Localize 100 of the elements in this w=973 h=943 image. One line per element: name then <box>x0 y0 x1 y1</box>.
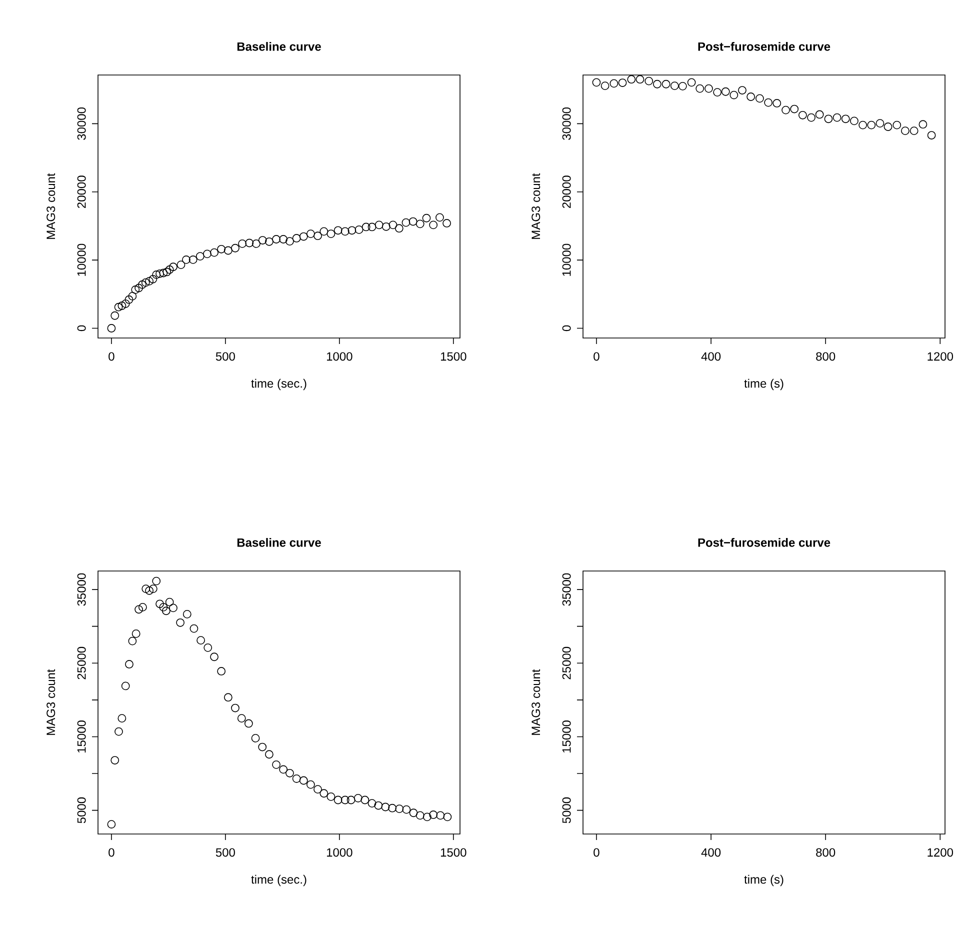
point <box>901 126 910 136</box>
y-tick-label: 10000 <box>77 244 86 276</box>
point <box>326 230 336 238</box>
point <box>918 120 928 129</box>
point <box>125 660 134 668</box>
point <box>618 78 627 87</box>
point <box>395 804 404 814</box>
point <box>416 811 424 820</box>
point <box>148 274 158 284</box>
x-tick-label: 800 <box>816 352 836 361</box>
y-tick-label: 25000 <box>562 646 571 680</box>
x-tick-label: 1000 <box>326 848 352 857</box>
point <box>368 799 376 808</box>
point <box>374 220 384 230</box>
point <box>210 248 218 257</box>
point <box>824 114 833 124</box>
point <box>388 220 398 230</box>
point <box>238 239 246 248</box>
x-axis-title: time (sec.) <box>251 874 306 886</box>
point <box>292 234 301 242</box>
point <box>286 237 294 246</box>
point <box>165 265 174 274</box>
point <box>142 584 150 594</box>
chart-title: Baseline curve <box>237 538 321 547</box>
point <box>790 104 799 114</box>
point <box>314 785 322 794</box>
point <box>145 276 154 286</box>
point <box>764 98 773 107</box>
point <box>265 750 274 759</box>
point <box>429 220 438 230</box>
y-tick-label: 30000 <box>562 107 571 140</box>
point <box>713 88 722 97</box>
point <box>652 80 662 88</box>
point <box>121 682 130 690</box>
point <box>258 236 267 244</box>
point <box>138 280 146 289</box>
y-axis-title: MAG3 count <box>46 173 56 239</box>
x-tick-label: 0 <box>594 848 600 857</box>
point <box>134 605 144 614</box>
y-tick-label: 0 <box>562 325 571 332</box>
point <box>162 268 172 276</box>
point <box>340 227 350 236</box>
point <box>436 811 445 820</box>
point <box>892 120 902 130</box>
point <box>910 126 918 136</box>
point <box>636 75 644 84</box>
point <box>131 286 140 294</box>
chart-title: Post−furosemide curve <box>698 42 830 51</box>
y-axis-title: MAG3 count <box>46 669 56 735</box>
x-tick-label: 0 <box>108 352 114 361</box>
point <box>145 586 154 595</box>
point <box>176 260 186 270</box>
y-tick-label: 5000 <box>562 797 571 824</box>
point <box>738 86 746 94</box>
point <box>354 794 362 802</box>
point <box>807 113 816 122</box>
x-axis-title: time (s) <box>744 874 784 886</box>
point <box>354 226 364 234</box>
point <box>279 765 288 774</box>
point <box>362 222 370 232</box>
chart-title: Baseline curve <box>237 42 321 51</box>
y-tick-label: 5000 <box>77 797 86 824</box>
point <box>107 324 116 332</box>
point <box>114 302 123 312</box>
point <box>832 113 842 122</box>
point <box>279 235 288 244</box>
point <box>118 714 126 723</box>
point <box>662 80 670 88</box>
point <box>815 110 824 119</box>
point <box>118 302 126 310</box>
point <box>165 598 174 606</box>
point <box>159 268 168 278</box>
point <box>334 796 342 804</box>
point <box>382 222 390 231</box>
point <box>114 727 123 736</box>
point <box>927 131 936 140</box>
point <box>202 250 212 258</box>
x-tick-label: 500 <box>216 848 235 857</box>
point <box>265 237 274 246</box>
point <box>730 90 738 100</box>
point <box>162 606 170 616</box>
point <box>121 299 130 308</box>
point <box>644 76 654 86</box>
point <box>429 810 438 819</box>
point <box>334 226 342 235</box>
x-tick-label: 1200 <box>928 352 954 361</box>
point <box>159 603 168 612</box>
point <box>196 252 204 260</box>
point <box>320 789 328 798</box>
point <box>244 719 253 728</box>
point <box>152 576 161 586</box>
point <box>124 295 134 304</box>
point <box>210 652 218 662</box>
point <box>299 776 308 785</box>
x-tick-label: 800 <box>816 848 836 857</box>
y-tick-label: 35000 <box>77 573 86 606</box>
point <box>156 269 164 278</box>
point <box>409 808 418 818</box>
point <box>670 82 679 90</box>
x-tick-label: 1500 <box>440 848 466 857</box>
